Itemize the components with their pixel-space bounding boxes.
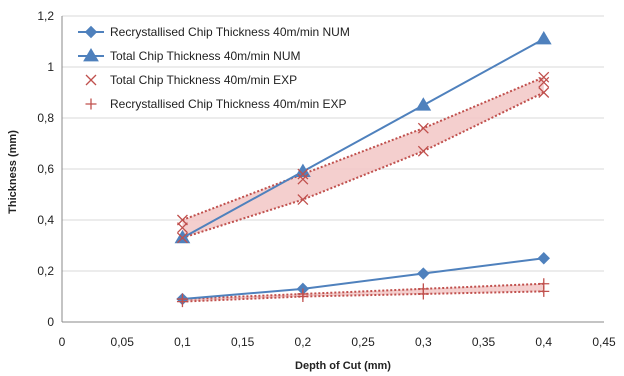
- legend-item: Total Chip Thickness 40m/min EXP: [85, 73, 297, 87]
- data-point-x: [417, 122, 429, 134]
- data-point-triangle: [174, 229, 191, 244]
- y-tick-label: 1,2: [37, 9, 54, 23]
- legend-item: Recrystallised Chip Thickness 40m/min EX…: [85, 97, 347, 111]
- data-series: [174, 30, 552, 308]
- band-upper-edge: [182, 76, 545, 221]
- data-point-x: [85, 74, 97, 86]
- legend-item: Recrystallised Chip Thickness 40m/min NU…: [78, 25, 350, 39]
- data-point-x: [538, 87, 550, 98]
- data-point-triangle: [535, 30, 552, 45]
- data-point-x: [297, 194, 309, 206]
- x-tick-label: 0: [59, 335, 66, 349]
- x-tick-label: 0,15: [231, 335, 255, 349]
- data-point-plus: [85, 98, 97, 110]
- range-band: [182, 77, 544, 238]
- axes: [61, 16, 604, 323]
- data-point-x: [176, 232, 188, 244]
- data-point-diamond: [417, 267, 430, 280]
- y-tick-label: 0,8: [37, 111, 54, 125]
- data-point-plus: [417, 288, 429, 300]
- x-tick-label: 0,05: [111, 335, 135, 349]
- series-1: [176, 252, 550, 306]
- x-tick-label: 0,4: [535, 335, 552, 349]
- legend-label: Total Chip Thickness 40m/min EXP: [110, 73, 297, 87]
- y-tick-label: 0: [47, 315, 54, 329]
- series-line: [182, 257, 544, 301]
- legend-label: Recrystallised Chip Thickness 40m/min EX…: [110, 97, 347, 111]
- legend: Recrystallised Chip Thickness 40m/min NU…: [78, 25, 350, 111]
- data-point-x: [297, 173, 309, 185]
- range-band: [182, 283, 544, 302]
- series-line: [181, 38, 545, 239]
- y-tick-label: 0,2: [37, 264, 54, 278]
- data-point-plus: [176, 296, 188, 308]
- data-point-plus: [297, 291, 309, 302]
- x-axis-title: Depth of Cut (mm): [295, 360, 391, 372]
- data-point-x: [176, 222, 188, 234]
- data-point-diamond: [84, 25, 98, 39]
- legend-item: Total Chip Thickness 40m/min NUM: [78, 48, 301, 63]
- x-tick-label: 0,1: [174, 335, 191, 349]
- legend-label: Recrystallised Chip Thickness 40m/min NU…: [110, 25, 350, 39]
- legend-label: Total Chip Thickness 40m/min NUM: [110, 49, 301, 63]
- y-tick-label: 0,6: [37, 162, 54, 176]
- x-tick-label: 0,2: [295, 335, 312, 349]
- data-point-triangle: [415, 97, 432, 111]
- data-point-plus: [538, 285, 550, 297]
- data-point-x: [538, 71, 550, 83]
- band-lower-edge: [182, 290, 544, 303]
- series-2: [174, 30, 552, 244]
- y-axis-title: Thickness (mm): [7, 130, 19, 214]
- x-tick-label: 0,25: [351, 335, 375, 349]
- range-bands: [182, 76, 545, 303]
- x-tick-label: 0,35: [472, 335, 496, 349]
- band-upper-edge: [182, 282, 544, 301]
- x-tick-label: 0,3: [415, 335, 432, 349]
- tick-labels: 0 0,2 0,4 0,6 0,8 1 1,2 0 0,05 0,1 0,15 0,2 0,25 0,3 0…: [37, 9, 616, 349]
- data-point-x: [417, 145, 429, 157]
- data-point-x: [538, 76, 550, 88]
- y-tick-label: 0,4: [37, 213, 54, 227]
- data-point-triangle: [83, 48, 99, 62]
- series-4: [176, 278, 550, 308]
- y-tick-label: 1: [47, 60, 54, 74]
- x-tick-label: 0,45: [592, 335, 616, 349]
- data-point-x: [297, 168, 309, 180]
- data-point-x: [176, 214, 188, 226]
- data-point-diamond: [537, 252, 550, 265]
- series-3: [176, 71, 550, 244]
